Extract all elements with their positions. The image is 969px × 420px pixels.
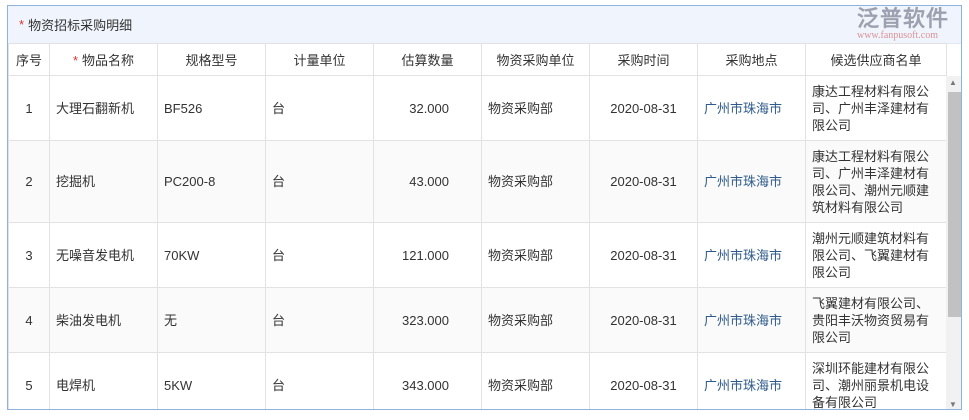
required-mark: * — [72, 53, 79, 68]
cell-date: 2020-08-31 — [589, 140, 698, 223]
cell-suppliers: 潮州元顺建筑材料有限公司、飞翼建材有限公司 — [805, 222, 947, 288]
cell-date: 2020-08-31 — [589, 75, 698, 141]
cell-place: 广州市珠海市 — [697, 140, 806, 223]
cell-spec: BF526 — [157, 75, 266, 141]
watermark-logo: 泛普软件 www.fanpusoft.com — [857, 7, 949, 41]
cell-unit: 台 — [265, 287, 374, 353]
cell-no: 2 — [8, 140, 50, 223]
watermark-brand: 泛普软件 — [856, 6, 949, 31]
cell-suppliers: 飞翼建材有限公司、贵阳丰沃物资贸易有限公司 — [805, 287, 947, 353]
cell-spec: PC200-8 — [157, 140, 266, 223]
table-header: 序号 * 物品名称 规格型号 计量单位 估算数量 物资采购单位 采购时间 采购地点… — [8, 43, 947, 76]
cell-qty: 32.000 — [373, 75, 482, 141]
cell-unit: 台 — [265, 140, 374, 223]
cell-suppliers: 康达工程材料有限公司、广州丰泽建材有限公司、潮州元顺建筑材料有限公司 — [805, 140, 947, 223]
col-header-date: 采购时间 — [589, 43, 698, 76]
vertical-scrollbar[interactable]: ▲ ▼ — [946, 76, 961, 409]
detail-table: 序号 * 物品名称 规格型号 计量单位 估算数量 物资采购单位 采购时间 采购地点… — [8, 43, 947, 409]
cell-date: 2020-08-31 — [589, 287, 698, 353]
cell-spec: 无 — [157, 287, 266, 353]
cell-unit: 台 — [265, 75, 374, 141]
scroll-down-icon[interactable]: ▼ — [949, 400, 957, 409]
cell-no: 4 — [8, 287, 50, 353]
cell-name: 大理石翻新机 — [49, 75, 158, 141]
cell-unit: 台 — [265, 222, 374, 288]
cell-no: 1 — [8, 75, 50, 141]
col-header-suppliers: 候选供应商名单 — [805, 43, 947, 76]
cell-place: 广州市珠海市 — [697, 352, 806, 409]
cell-name: 电焊机 — [49, 352, 158, 409]
col-header-spec: 规格型号 — [157, 43, 266, 76]
col-header-name: * 物品名称 — [49, 43, 158, 76]
col-header-unit: 计量单位 — [265, 43, 374, 76]
cell-no: 3 — [8, 222, 50, 288]
cell-qty: 343.000 — [373, 352, 482, 409]
cell-spec: 70KW — [157, 222, 266, 288]
table-row[interactable]: 3 无噪音发电机 70KW 台 121.000 物资采购部 2020-08-31 广州市珠海市… — [8, 222, 947, 288]
cell-suppliers: 深圳环能建材有限公司、潮州丽景机电设备有限公司 — [805, 352, 947, 409]
col-header-name-text: 物品名称 — [82, 53, 135, 68]
table-row[interactable]: 4 柴油发电机无台 323.000 物资采购部 2020-08-31 广州市珠海市 飞翼建材… — [8, 287, 947, 353]
cell-name: 无噪音发电机 — [49, 222, 158, 288]
cell-dept: 物资采购部 — [481, 75, 590, 141]
watermark-url: www.fanpusoft.com — [856, 30, 938, 41]
cell-unit: 台 — [265, 352, 374, 409]
scrollbar-thumb[interactable] — [948, 92, 961, 317]
required-mark: * — [19, 17, 25, 32]
procurement-detail-panel: * 物资招标采购明细 泛普软件 www.fanpusoft.com 序号 * 物品… — [7, 5, 962, 410]
cell-dept: 物资采购部 — [481, 140, 590, 223]
cell-qty: 323.000 — [373, 287, 482, 353]
table-row[interactable]: 5 电焊机 5KW 台 343.000 物资采购部 2020-08-31 广州市珠海市 深圳环能… — [8, 352, 947, 409]
cell-place: 广州市珠海市 — [697, 75, 806, 141]
cell-place: 广州市珠海市 — [697, 287, 806, 353]
section-title-text: 物资招标采购明细 — [28, 18, 133, 33]
section-title: * 物资招标采购明细 泛普软件 www.fanpusoft.com — [8, 6, 961, 44]
cell-date: 2020-08-31 — [589, 352, 698, 409]
cell-qty: 43.000 — [373, 140, 482, 223]
cell-dept: 物资采购部 — [481, 352, 590, 409]
col-header-no: 序号 — [8, 43, 50, 76]
cell-suppliers: 康达工程材料有限公司、广州丰泽建材有限公司 — [805, 75, 947, 141]
cell-qty: 121.000 — [373, 222, 482, 288]
table-row[interactable]: 2 挖掘机 PC200-8 台 43.000 物资采购部 2020-08-31 广州市珠海市康… — [8, 140, 947, 223]
cell-dept: 物资采购部 — [481, 222, 590, 288]
table-row[interactable]: 1 大理石翻新机 BF526 台 32.000 物资采购部 2020-08-31 广州市珠海市… — [8, 75, 947, 141]
cell-date: 2020-08-31 — [589, 222, 698, 288]
cell-name: 柴油发电机 — [49, 287, 158, 353]
col-header-dept: 物资采购单位 — [481, 43, 590, 76]
cell-no: 5 — [8, 352, 50, 409]
scroll-up-icon[interactable]: ▲ — [949, 78, 957, 87]
col-header-place: 采购地点 — [697, 43, 806, 76]
cell-name: 挖掘机 — [49, 140, 158, 223]
col-header-qty: 估算数量 — [373, 43, 482, 76]
cell-place: 广州市珠海市 — [697, 222, 806, 288]
cell-spec: 5KW — [157, 352, 266, 409]
cell-dept: 物资采购部 — [481, 287, 590, 353]
